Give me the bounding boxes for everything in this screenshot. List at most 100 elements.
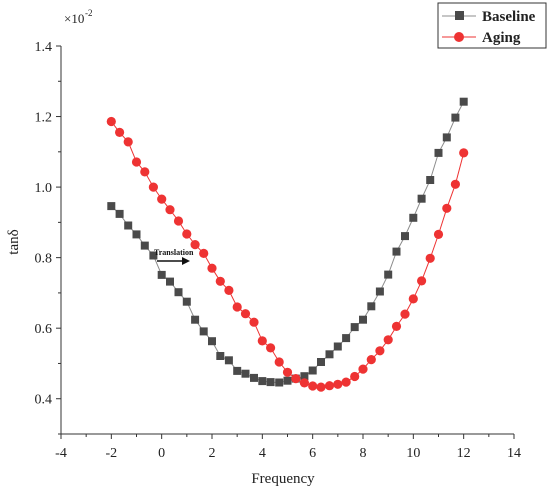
legend-marker-baseline	[455, 11, 464, 20]
x-axis-title: Frequency	[251, 471, 315, 487]
data-point-aging	[358, 364, 368, 374]
data-point-baseline	[266, 378, 275, 387]
data-point-baseline	[115, 209, 124, 218]
data-point-baseline	[367, 302, 376, 311]
data-point-aging	[123, 137, 133, 147]
y-multiplier-base: ×10	[64, 11, 84, 26]
data-point-aging	[148, 182, 158, 192]
data-point-baseline	[350, 323, 359, 332]
data-point-baseline	[132, 230, 141, 239]
series-line-baseline	[110, 101, 465, 384]
data-point-aging	[224, 285, 234, 295]
legend-item-aging: Aging	[442, 30, 521, 46]
y-tick-label: 0.8	[35, 252, 53, 267]
data-point-baseline	[233, 366, 242, 375]
data-point-baseline	[149, 251, 158, 260]
x-tick-label: 4	[259, 446, 266, 461]
data-point-baseline	[384, 270, 393, 279]
data-point-aging	[391, 321, 402, 331]
data-point-baseline	[241, 369, 250, 378]
data-point-aging	[341, 377, 351, 387]
data-point-aging	[433, 229, 444, 239]
data-point-baseline	[392, 247, 401, 256]
data-point-aging	[232, 302, 242, 312]
data-point-baseline	[317, 358, 325, 366]
annotation-label: Translation	[154, 248, 194, 257]
x-tick-label: 2	[209, 446, 216, 461]
data-point-aging	[165, 205, 175, 215]
data-point-aging	[266, 343, 276, 353]
data-point-aging	[182, 229, 192, 239]
data-point-baseline	[451, 113, 460, 122]
data-point-aging	[324, 381, 335, 391]
y-tick-label: 1.0	[35, 181, 53, 196]
x-tick-label: -4	[55, 446, 67, 461]
data-point-baseline	[166, 277, 174, 286]
data-point-baseline	[224, 356, 233, 365]
data-point-baseline	[208, 337, 216, 346]
data-point-baseline	[308, 366, 317, 375]
x-tick-label: -2	[105, 446, 117, 461]
data-point-baseline	[459, 97, 468, 106]
data-point-baseline	[342, 334, 351, 343]
legend-marker-aging	[454, 32, 464, 42]
data-point-baseline	[401, 232, 409, 241]
data-point-aging	[257, 336, 267, 346]
data-point-baseline	[325, 350, 334, 359]
legend-label-baseline: Baseline	[482, 9, 536, 25]
legend-item-baseline: Baseline	[442, 9, 536, 25]
data-point-aging	[157, 194, 167, 204]
data-point-aging	[333, 379, 343, 389]
data-point-baseline	[333, 342, 342, 351]
data-point-aging	[173, 216, 184, 226]
data-point-aging	[299, 378, 309, 388]
axes: -4 -2 0 2 4 6 8 10 12 14 0.4 0.6 0.8 1.0 1.2 1.4	[35, 40, 522, 461]
data-point-baseline	[300, 372, 309, 381]
data-point-baseline	[359, 315, 367, 324]
data-point-baseline	[124, 221, 133, 230]
data-point-baseline	[199, 327, 208, 336]
x-tick-label: 14	[507, 446, 521, 461]
y-tick-label: 1.2	[35, 111, 53, 126]
data-point-aging	[425, 253, 435, 263]
data-point-aging	[190, 240, 200, 250]
y-multiplier-exponent: -2	[85, 8, 93, 18]
x-tick-label: 0	[158, 446, 165, 461]
y-tick-label: 0.4	[35, 393, 53, 408]
series-aging	[106, 116, 469, 392]
data-point-baseline	[250, 373, 258, 382]
data-point-aging	[459, 148, 469, 158]
data-point-aging	[375, 346, 385, 356]
data-point-baseline	[191, 315, 200, 324]
data-point-aging	[106, 116, 116, 127]
data-point-aging	[199, 248, 209, 258]
y-axis-multiplier: ×10 -2	[64, 8, 93, 26]
data-point-baseline	[174, 288, 183, 297]
data-point-aging	[350, 371, 360, 382]
data-point-aging	[240, 309, 251, 319]
data-point-baseline	[157, 270, 166, 279]
data-point-baseline	[283, 376, 292, 385]
data-point-baseline	[275, 378, 284, 387]
data-point-aging	[291, 374, 301, 384]
y-axis-title: tanδ	[6, 229, 22, 254]
data-point-aging	[408, 294, 418, 304]
data-point-baseline	[409, 213, 418, 222]
data-point-baseline	[140, 241, 149, 250]
annotation-arrow-head	[182, 257, 190, 265]
data-point-aging	[140, 167, 150, 177]
legend-label-aging: Aging	[482, 30, 521, 46]
data-point-aging	[131, 157, 142, 167]
data-point-aging	[308, 381, 318, 391]
data-point-baseline	[375, 287, 384, 296]
x-tick-label: 6	[309, 446, 316, 461]
data-point-aging	[442, 203, 452, 213]
y-tick-label: 1.4	[35, 40, 53, 55]
data-point-baseline	[434, 148, 443, 157]
data-point-aging	[366, 355, 376, 365]
data-point-aging	[282, 367, 293, 377]
y-tick-label: 0.6	[35, 322, 53, 337]
data-point-baseline	[417, 194, 426, 203]
